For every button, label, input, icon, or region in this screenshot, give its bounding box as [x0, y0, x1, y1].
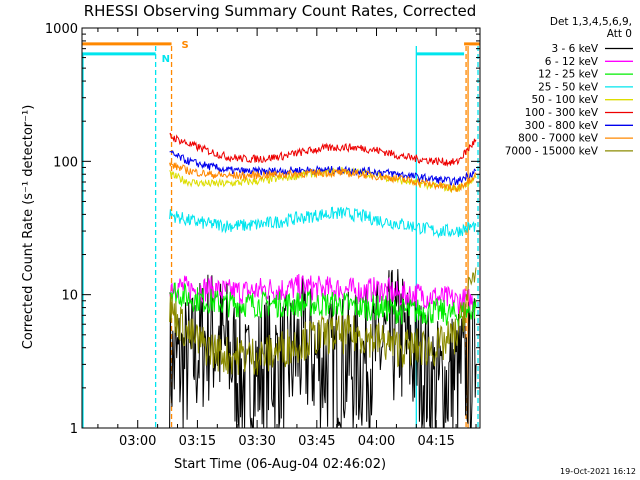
footer-timestamp: 19-Oct-2021 16:12: [560, 467, 636, 476]
x-tick-label-0: 03:00: [119, 434, 156, 449]
legend-label-3: 25 - 50 keV: [538, 81, 599, 93]
y-tick-label-0: 1: [70, 422, 78, 437]
y-tick-label-3: 1000: [45, 22, 78, 37]
legend-label-0: 3 - 6 keV: [551, 43, 598, 55]
series-line-7: [169, 160, 477, 193]
legend-label-6: 300 - 800 keV: [525, 120, 599, 132]
legend-label-7: 800 - 7000 keV: [518, 133, 599, 145]
x-tick-label-4: 04:00: [358, 434, 395, 449]
legend-label-8: 7000 - 15000 keV: [505, 145, 599, 157]
chart-title: RHESSI Observing Summary Count Rates, Co…: [84, 2, 477, 20]
x-tick-label-3: 03:45: [298, 434, 335, 449]
series-line-2: [169, 282, 477, 328]
legend-label-1: 6 - 12 keV: [545, 56, 599, 68]
y-tick-label-2: 100: [53, 155, 78, 170]
legend-label-4: 50 - 100 keV: [531, 94, 598, 106]
plot-frame: [81, 27, 481, 429]
legend-header-0: Det 1,3,4,5,6,9,: [550, 16, 632, 28]
y-tick-label-1: 10: [61, 289, 78, 304]
annotation-n: N: [162, 54, 170, 65]
series-line-6: [169, 150, 477, 186]
x-tick-label-5: 04:15: [417, 434, 454, 449]
axes: 03:00 03:15 03:30 03:45 04:00 04:15 1 10 100 1000: [45, 22, 481, 449]
series-line-1: [169, 273, 477, 314]
legend-label-5: 100 - 300 keV: [525, 107, 599, 119]
annotation-s: S: [182, 40, 189, 51]
y-axis-label: Corrected Count Rate (s⁻¹ detector⁻¹): [21, 105, 36, 350]
series-line-5: [169, 132, 477, 168]
legend-header-1: Att 0: [607, 28, 632, 40]
x-tick-label-2: 03:30: [238, 434, 275, 449]
x-tick-label-1: 03:15: [179, 434, 216, 449]
legend-label-2: 12 - 25 keV: [538, 69, 599, 81]
plot-area: SN: [82, 40, 480, 429]
x-axis-label: Start Time (06-Aug-04 02:46:02): [174, 457, 386, 472]
series-line-8: [169, 267, 477, 376]
series-line-3: [169, 206, 477, 239]
